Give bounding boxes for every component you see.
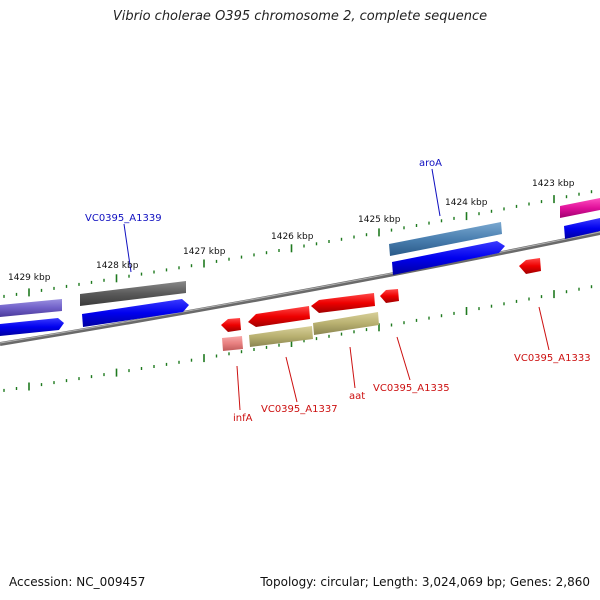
kbp-label: 1423 kbp	[532, 179, 575, 189]
cds-reverse-infa[interactable]	[221, 318, 241, 332]
kbp-labels: 1429 kbp 1428 kbp 1427 kbp 1426 kbp 1425…	[8, 179, 575, 283]
cds-reverse-vc0395-a1337[interactable]	[248, 306, 310, 327]
ruler-track-lower	[3, 285, 593, 392]
accession-text: Accession: NC_009457	[9, 575, 146, 589]
leader-aat	[349, 346, 356, 389]
cds-reverse-aat[interactable]	[311, 293, 375, 313]
topology-summary: Topology: circular; Length: 3,024,069 bp…	[260, 575, 590, 589]
cds-row-reverse	[221, 258, 541, 332]
gene-label-aroa[interactable]: aroA	[419, 158, 442, 169]
cds-forward-1[interactable]	[0, 318, 64, 336]
leader-aroa	[431, 168, 441, 217]
cds-forward-aroa[interactable]	[392, 241, 505, 275]
kbp-label: 1429 kbp	[8, 273, 51, 283]
chromosome-backbone-highlight	[0, 231, 600, 344]
leader-vc0395-a1333	[538, 306, 550, 351]
gene-label-vc0395-a1337[interactable]: VC0395_A1337	[261, 404, 338, 415]
gene-label-infa[interactable]: infA	[233, 413, 253, 424]
kbp-label: 1425 kbp	[358, 215, 401, 225]
kbp-label: 1426 kbp	[271, 232, 314, 242]
cds-forward-vc0395-a1339[interactable]	[82, 299, 189, 327]
gene-label-aat[interactable]: aat	[349, 391, 365, 402]
gene-gray-vc0395-a1339[interactable]	[80, 281, 186, 306]
gene-row-lower	[222, 312, 379, 351]
map-title: Vibrio cholerae O395 chromosome 2, compl…	[112, 9, 488, 24]
kbp-label: 1424 kbp	[445, 198, 488, 208]
kbp-label: 1428 kbp	[96, 261, 139, 271]
gene-row-upper	[0, 198, 600, 317]
kbp-label: 1427 kbp	[183, 247, 226, 257]
leader-infa	[236, 365, 241, 411]
gene-label-vc0395-a1335[interactable]: VC0395_A1335	[373, 383, 450, 394]
cds-forward-4[interactable]	[564, 218, 600, 239]
gene-olive-aat[interactable]	[313, 312, 379, 335]
cds-reverse-vc0395-a1333[interactable]	[519, 258, 541, 274]
cds-row-forward	[0, 218, 600, 336]
leader-vc0395-a1337	[285, 356, 298, 403]
gene-olive-vc0395-a1337[interactable]	[249, 326, 313, 347]
gene-purple[interactable]	[0, 299, 62, 317]
label-leaders	[123, 168, 550, 411]
gene-label-vc0395-a1339[interactable]: VC0395_A1339	[85, 213, 162, 224]
gene-magenta[interactable]	[560, 198, 600, 218]
leader-vc0395-a1339	[123, 223, 132, 273]
gene-steelblue-aroa[interactable]	[389, 222, 502, 256]
gene-label-vc0395-a1333[interactable]: VC0395_A1333	[514, 353, 591, 364]
gene-pink-infa[interactable]	[222, 336, 243, 351]
leader-vc0395-a1335	[396, 336, 411, 381]
gene-labels: VC0395_A1339 aroA infA VC0395_A1337 aat …	[85, 158, 591, 424]
cds-reverse-vc0395-a1335[interactable]	[380, 289, 399, 303]
chromosome-backbone	[0, 231, 600, 346]
ruler-track-upper	[3, 190, 593, 298]
